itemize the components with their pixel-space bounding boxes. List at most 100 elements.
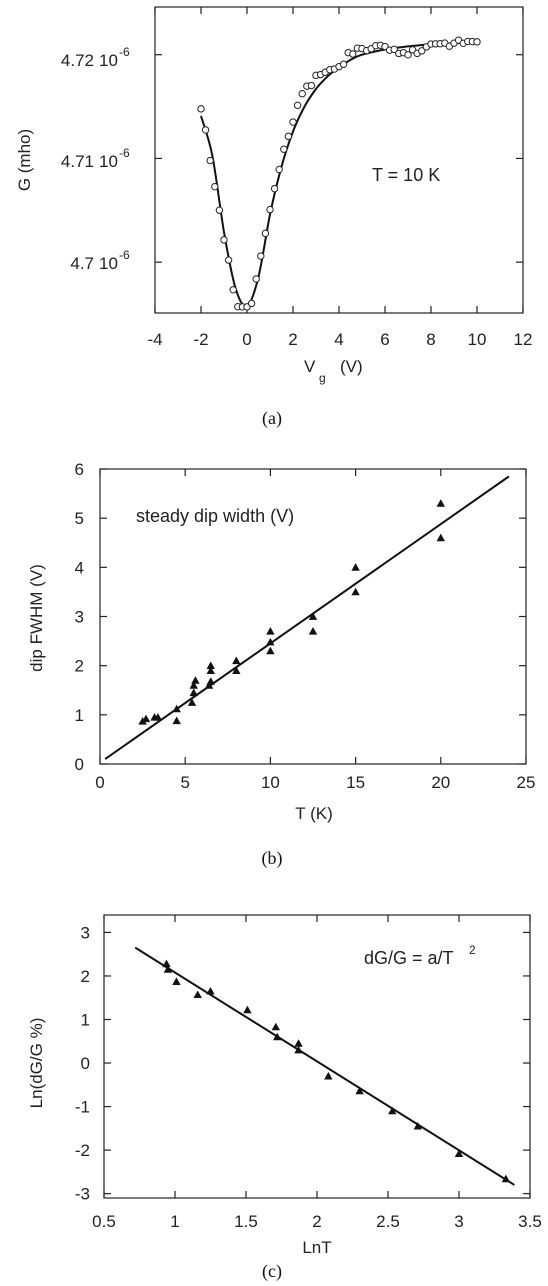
data-point	[275, 165, 283, 174]
data-points-b	[138, 499, 445, 725]
data-point	[197, 105, 205, 113]
data-point	[351, 587, 360, 596]
fit-line-b	[104, 475, 510, 760]
data-point	[206, 677, 215, 685]
data-points-a	[197, 36, 481, 311]
x-tick-label: 3	[454, 1212, 463, 1231]
annotation-c-superscript: 2	[469, 943, 476, 957]
data-point	[201, 126, 210, 134]
data-point	[206, 156, 214, 165]
data-point	[172, 704, 181, 713]
panel-b: 0 1 2 3 4 5 6 0 5 10 15 20 25 dip FWHM (V) steady d…	[27, 460, 535, 869]
x-tick-label: 0.5	[92, 1212, 116, 1231]
x-axis-label-c: LnT	[302, 1238, 331, 1257]
y-tick-label-4.71: 4.71 10 -6	[61, 146, 130, 171]
y-tick-label: -3	[75, 1185, 90, 1204]
y-tick-label: 5	[75, 509, 84, 528]
data-point	[172, 977, 181, 985]
data-point	[232, 656, 241, 665]
y-tick-label: 0	[75, 755, 84, 774]
data-point	[261, 229, 270, 238]
x-tick-label: 2	[312, 1212, 321, 1231]
data-point	[436, 533, 445, 542]
y-tick-label: 3	[75, 608, 84, 627]
x-tick-label: 2.5	[376, 1212, 400, 1231]
x-axis-label-main: V	[304, 357, 316, 376]
data-point	[351, 563, 360, 571]
data-point	[232, 666, 241, 674]
x-tick-label: 1.5	[234, 1212, 258, 1231]
x-tick-label: 15	[346, 773, 365, 792]
data-point	[308, 627, 318, 635]
x-axis-label-subscript: g	[319, 371, 326, 385]
data-point	[243, 1005, 252, 1014]
x-ticks-a: -4 -2 0 2 4 6 8 10 12	[147, 7, 532, 349]
data-point	[454, 1149, 464, 1157]
x-tick-label: 3.5	[518, 1212, 542, 1231]
y-axis-label-a: G (mho)	[15, 129, 34, 191]
y-tick-label: 4	[75, 558, 84, 577]
annotation-a: T = 10 K	[372, 165, 440, 185]
data-point	[266, 646, 275, 655]
fit-line	[104, 475, 510, 760]
data-point	[206, 986, 215, 995]
y-tick-label: 2	[75, 657, 84, 676]
y-tick-base: 10	[99, 254, 118, 273]
data-point	[211, 182, 219, 191]
y-tick-label-4.7: 4.7 10 -6	[70, 248, 130, 273]
data-point	[206, 661, 215, 670]
data-points-c	[162, 959, 511, 1183]
y-tick-mantissa: 4.71	[61, 152, 94, 171]
x-tick-label: 6	[380, 330, 389, 349]
data-point	[355, 1086, 364, 1095]
data-point	[172, 716, 181, 725]
fit-line-c	[134, 946, 515, 1186]
x-ticks-c: 0.5 1 1.5 2 2.5 3 3.5	[92, 915, 542, 1231]
x-tick-label: 1	[170, 1212, 179, 1231]
annotation-c-text: dG/G = a/T	[364, 948, 454, 968]
y-tick-mantissa: 4.72	[61, 51, 94, 70]
data-point	[141, 714, 151, 723]
fit-line	[134, 946, 515, 1186]
y-tick-exponent: -6	[119, 45, 130, 59]
data-point	[153, 713, 163, 721]
y-tick-mantissa: 4.7	[70, 254, 94, 273]
data-point	[193, 990, 202, 999]
x-tick-label: 8	[426, 330, 435, 349]
x-tick-label: 10	[468, 330, 487, 349]
data-point	[189, 688, 198, 697]
x-tick-label: 4	[334, 330, 343, 349]
data-point	[266, 637, 275, 646]
data-point	[252, 275, 260, 283]
y-ticks-c: -3 -2 -1 0 1 2 3	[75, 923, 530, 1204]
data-point	[404, 51, 412, 59]
y-tick-label: 0	[81, 1054, 90, 1073]
data-point	[224, 256, 233, 264]
data-point	[388, 1106, 397, 1115]
x-tick-label: 0	[95, 773, 104, 792]
data-point	[308, 612, 318, 620]
x-axis-label-b: T (K)	[295, 804, 332, 823]
data-point	[266, 205, 274, 214]
data-point	[247, 299, 256, 308]
y-ticks-b: 0 1 2 3 4 5 6	[75, 460, 526, 774]
data-point	[280, 145, 288, 153]
panel-c: -3 -2 -1 0 1 2 3 0.5 1 1.5 2 2.5 3 3.5 Ln(dG/G %) dG…	[27, 914, 542, 1282]
y-tick-exponent: -6	[119, 146, 130, 160]
data-point	[307, 81, 316, 90]
y-ticks-a	[155, 54, 523, 263]
data-point	[273, 1032, 282, 1041]
y-axis-label-c: Ln(dG/G %)	[27, 1018, 46, 1109]
x-tick-label: 5	[180, 773, 189, 792]
x-tick-label: 10	[261, 773, 280, 792]
x-ticks-b: 0 5 10 15 20 25	[95, 469, 535, 792]
data-point	[163, 965, 173, 973]
data-point	[436, 499, 445, 507]
y-tick-label: 1	[81, 1010, 90, 1029]
y-tick-base: 10	[99, 152, 118, 171]
data-point	[204, 681, 214, 689]
data-point	[289, 118, 297, 126]
panel-a: -4 -2 0 2 4 6 8 10 12 4.72 10 -6 4.71 10 -6 4.7 …	[15, 6, 532, 429]
data-point	[229, 286, 237, 294]
data-point	[206, 666, 215, 674]
